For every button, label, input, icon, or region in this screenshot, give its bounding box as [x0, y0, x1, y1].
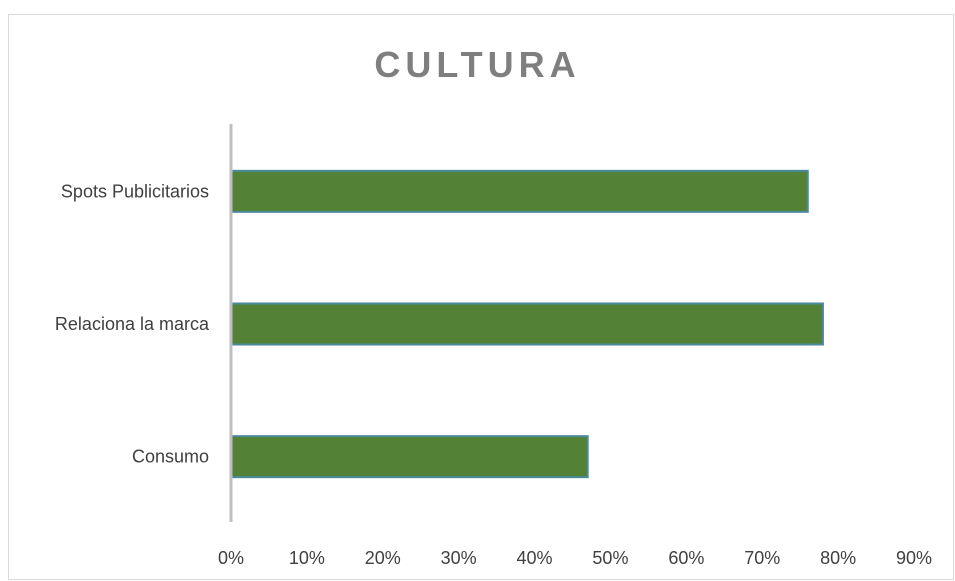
category-label-2: Consumo — [132, 447, 209, 467]
x-tick-label-8: 80% — [820, 548, 856, 568]
category-label-0: Spots Publicitarios — [61, 181, 209, 201]
x-tick-label-6: 60% — [668, 548, 704, 568]
x-tick-label-3: 30% — [441, 548, 477, 568]
x-tick-label-5: 50% — [592, 548, 628, 568]
category-label-1: Relaciona la marca — [55, 314, 210, 334]
x-tick-label-2: 20% — [365, 548, 401, 568]
bar-2 — [231, 436, 588, 477]
x-tick-label-0: 0% — [218, 548, 244, 568]
bar-0 — [231, 171, 808, 212]
x-tick-label-9: 90% — [896, 548, 932, 568]
x-tick-label-1: 10% — [289, 548, 325, 568]
bar-1 — [231, 304, 823, 345]
x-tick-label-7: 70% — [744, 548, 780, 568]
x-tick-label-4: 40% — [517, 548, 553, 568]
